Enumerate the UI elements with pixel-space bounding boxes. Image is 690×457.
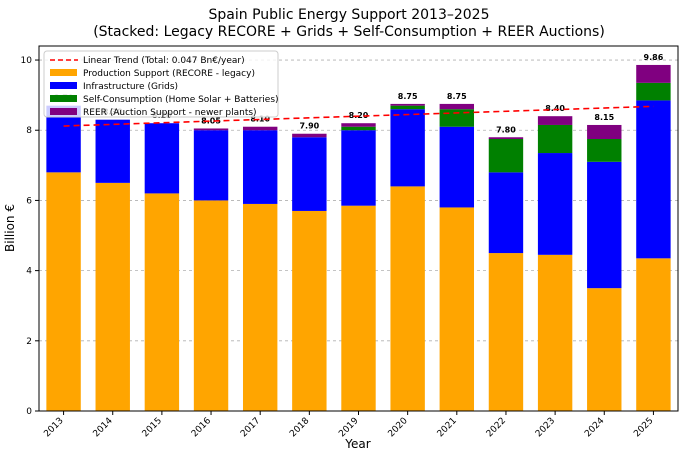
x-tick-label: 2023 [534,416,557,439]
x-tick-label: 2017 [239,416,262,439]
x-tick-label: 2019 [337,416,360,439]
total-label: 8.10 [250,115,270,124]
y-tick-label: 8 [26,126,32,136]
bar-segment [488,253,524,411]
x-tick-label: 2024 [583,416,606,439]
bar-segment [439,103,475,110]
bar-segment [193,200,229,411]
bar-segment [341,123,376,127]
y-tick-label: 6 [26,196,32,206]
bar-segment [292,137,327,211]
legend-swatch-reer [50,108,77,115]
y-axis-label: Billion € [3,204,17,252]
total-label: 7.80 [496,125,516,134]
bar-segment [537,124,573,154]
x-tick-label: 2014 [92,416,115,439]
bar-segment [537,153,573,255]
total-label: 7.90 [299,122,319,131]
bar-segment [636,100,671,259]
legend-label-reer: REER (Auction Support - newer plants) [83,108,257,118]
bar-segment [636,82,671,101]
total-label: 9.86 [644,53,664,62]
bar-segment [636,64,671,83]
trend-line [63,105,654,127]
x-tick-label: 2013 [42,416,65,439]
bar-segment [292,210,327,411]
bar-segment [439,207,475,411]
bar-segment [390,186,425,411]
bar-segment [292,133,327,138]
bar-segment [587,161,622,289]
legend-label-self-consumption: Self-Consumption (Home Solar + Batteries… [83,95,279,105]
bar-segment [144,123,180,194]
bar-segment [193,128,229,131]
bar-segment [341,126,376,131]
x-tick-label: 2025 [632,416,655,439]
bar-segment [537,254,573,411]
total-label: 8.15 [594,113,614,122]
bar-segment [95,182,130,411]
bar-segment [537,116,573,125]
x-tick-label: 2020 [387,416,410,439]
bar-segment [242,203,278,411]
bar-segment [341,205,376,411]
y-tick-label: 2 [26,337,32,347]
bar-segment [587,288,622,411]
total-label: 8.75 [398,92,418,101]
total-label: 8.05 [201,116,221,125]
x-tick-label: 2022 [485,416,508,439]
total-label: 8.40 [545,104,565,113]
bar-segment [488,172,524,254]
bar-segment [488,137,524,140]
bar-segment [390,105,425,110]
bars [46,64,671,411]
chart-title: Spain Public Energy Support 2013–2025 [209,7,490,23]
legend-swatch-production [50,69,77,76]
bar-segment [193,130,229,201]
bar-segment [636,258,671,411]
bar-segment [587,139,622,162]
legend-swatch-self-consumption [50,95,77,102]
x-tick-label: 2018 [288,416,311,439]
bar-segment [390,103,425,106]
y-axis-ticks: 0 2 4 6 8 10 [21,56,39,417]
bar-segment [144,193,180,411]
y-tick-label: 10 [21,56,33,66]
x-axis-ticks: 2013 2014 2015 2016 2017 2018 2019 2020 2021 2022… [42,411,656,439]
chart-subtitle: (Stacked: Legacy RECORE + Grids + Self-C… [93,24,605,40]
y-tick-label: 4 [26,267,32,277]
legend-label-infrastructure: Infrastructure (Grids) [83,82,178,92]
bar-segment [46,172,81,411]
bar-segment [488,139,524,173]
bar-segment [390,109,425,187]
trend-line-path [63,105,654,127]
bar-segment [95,119,130,183]
x-tick-label: 2016 [190,416,213,439]
x-axis-label: Year [344,437,370,451]
x-tick-label: 2015 [141,416,164,439]
x-tick-label: 2021 [436,416,459,439]
bar-segment [439,126,475,208]
bar-segment [242,130,278,204]
bar-segment [341,130,376,206]
legend-swatch-infrastructure [50,82,77,89]
legend-label-production: Production Support (RECORE - legacy) [83,69,255,79]
legend-trend-label: Linear Trend (Total: 0.047 Bn€/year) [83,56,245,66]
legend: Linear Trend (Total: 0.047 Bn€/year) Pro… [43,50,279,118]
y-tick-label: 0 [26,407,32,417]
total-label: 8.75 [447,92,467,101]
bar-segment [587,124,622,140]
bar-segment [242,126,278,131]
legend-box [43,50,279,118]
